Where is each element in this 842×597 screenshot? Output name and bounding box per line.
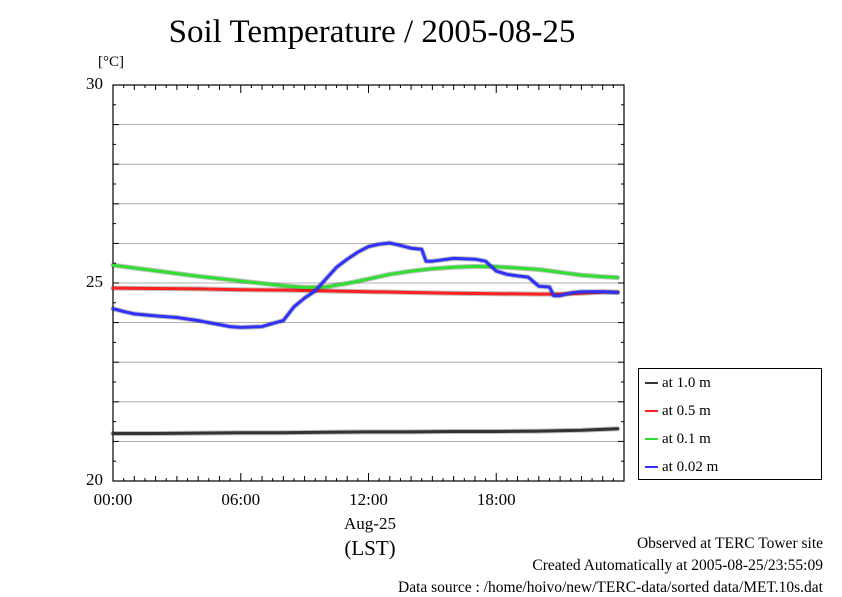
chart-title: Soil Temperature / 2005-08-25: [168, 14, 576, 50]
created-note: Created Automatically at 2005-08-25/23:5…: [532, 557, 823, 574]
legend-label: at 0.02 m: [662, 458, 719, 475]
x-axis-date-label: Aug-25: [344, 514, 396, 533]
legend: at 1.0 m at 0.5 m at 0.1 m at 0.02 m: [638, 368, 822, 480]
legend-label: at 0.5 m: [662, 402, 711, 419]
series-line-2: [111, 263, 620, 289]
legend-swatch: [645, 410, 658, 412]
x-tick-label: 06:00: [221, 490, 261, 509]
y-tick-label: 20: [86, 470, 103, 489]
x-tick-label: 00:00: [93, 490, 133, 509]
series-line-3: [111, 241, 620, 329]
legend-label: at 0.1 m: [662, 430, 711, 447]
data-source-note: Data source : /home/hoivo/new/TERC-data/…: [398, 579, 823, 596]
legend-swatch: [645, 438, 658, 440]
y-tick-label: 25: [86, 272, 103, 291]
legend-swatch: [645, 382, 658, 384]
x-tick-label: 18:00: [476, 490, 516, 509]
legend-item: at 0.1 m: [645, 429, 711, 449]
y-axis-unit: [°C]: [98, 54, 124, 70]
legend-item: at 0.02 m: [645, 457, 718, 477]
x-axis-timezone-label: (LST): [344, 536, 396, 560]
legend-swatch: [645, 466, 658, 468]
x-tick-label: 12:00: [349, 490, 388, 509]
y-tick-label: 30: [86, 74, 103, 93]
legend-label: at 1.0 m: [662, 374, 711, 391]
legend-item: at 0.5 m: [645, 401, 711, 421]
series-line-0: [111, 427, 620, 435]
legend-item: at 1.0 m: [645, 373, 711, 393]
observed-note: Observed at TERC Tower site: [636, 535, 823, 552]
